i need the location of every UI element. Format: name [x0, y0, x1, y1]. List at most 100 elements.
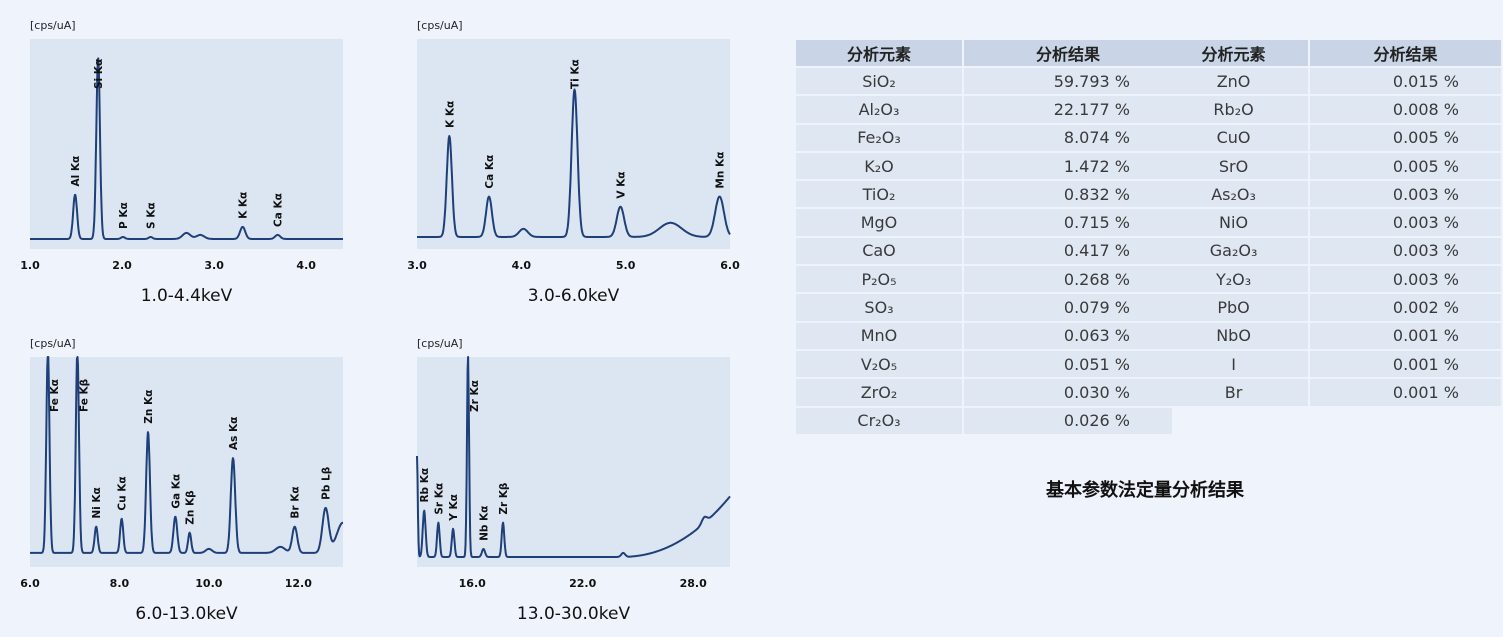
- peak-label: S Kα: [146, 202, 158, 229]
- x-tick-label: 8.0: [110, 577, 130, 590]
- peak-label: Ni Kα: [91, 487, 103, 518]
- y-unit-label: [cps/uA]: [417, 19, 463, 32]
- spectrum-panel-3: [cps/uA] Fe Kα Fe Kβ Ni Kα Cu Kα Zn Kα Ga Kα Zn…: [18, 330, 378, 630]
- peak-label: Cu Kα: [117, 476, 129, 510]
- peak-label: Br Kα: [290, 486, 302, 518]
- peak-label: Al Kα: [70, 156, 82, 187]
- header-result: 分析结果: [964, 40, 1172, 66]
- table-row: PbO 0.002 %: [1159, 294, 1501, 321]
- y-unit-label: [cps/uA]: [30, 337, 76, 350]
- result-cell: 0.001 %: [1310, 322, 1501, 349]
- element-cell: As₂O₃: [1159, 181, 1309, 208]
- peak-label: V Kα: [615, 172, 627, 199]
- element-cell: CuO: [1159, 124, 1309, 151]
- result-cell: 22.177 %: [964, 96, 1172, 123]
- x-tick-label: 16.0: [459, 577, 486, 590]
- y-unit-label: [cps/uA]: [417, 337, 463, 350]
- table-row: As₂O₃ 0.003 %: [1159, 181, 1501, 208]
- element-cell: CaO: [796, 237, 962, 265]
- results-caption: 基本参数法定量分析结果: [1046, 480, 1244, 501]
- plot-area: [30, 39, 343, 249]
- peak-label: Sr Kα: [433, 483, 445, 515]
- element-cell: Br: [1159, 379, 1309, 406]
- element-cell: MnO: [796, 322, 962, 349]
- x-tick-label: 6.0: [20, 577, 40, 590]
- result-cell: 0.003 %: [1310, 237, 1501, 265]
- peak-label: Zn Kβ: [185, 490, 197, 525]
- table-row: SrO 0.005 %: [1159, 152, 1501, 180]
- peak-label: K Kα: [444, 101, 456, 128]
- header-result: 分析结果: [1310, 40, 1501, 66]
- result-cell: 0.008 %: [1310, 96, 1501, 123]
- result-cell: 1.472 %: [964, 152, 1172, 180]
- peak-label: Zr Kα: [469, 380, 481, 412]
- x-tick-label: 4.0: [296, 259, 316, 272]
- result-cell: 59.793 %: [964, 68, 1172, 95]
- table-row: SO₃ 0.079 %: [796, 294, 1172, 321]
- element-cell: TiO₂: [796, 181, 962, 208]
- panel-title: 3.0-6.0keV: [528, 286, 620, 306]
- element-cell: K₂O: [796, 152, 962, 180]
- table-row: SiO₂ 59.793 %: [796, 68, 1172, 95]
- peak-label: Nb Kα: [478, 506, 490, 541]
- result-cell: 0.417 %: [964, 237, 1172, 265]
- element-cell: Al₂O₃: [796, 96, 962, 123]
- element-cell: SrO: [1159, 152, 1309, 180]
- table-row: Ga₂O₃ 0.003 %: [1159, 237, 1501, 265]
- element-cell: Y₂O₃: [1159, 266, 1309, 293]
- element-cell: ZrO₂: [796, 379, 962, 406]
- x-tick-label: 10.0: [195, 577, 222, 590]
- peak-label: Ca Kα: [273, 193, 285, 227]
- spectrum-chart: [cps/uA] Fe Kα Fe Kβ Ni Kα Cu Kα Zn Kα Ga Kα Zn…: [20, 337, 344, 624]
- result-cell: 0.015 %: [1310, 68, 1501, 95]
- result-cell: 8.074 %: [964, 124, 1172, 151]
- element-cell: Fe₂O₃: [796, 124, 962, 151]
- element-cell: SiO₂: [796, 68, 962, 95]
- result-cell: 0.003 %: [1310, 266, 1501, 293]
- peak-label: K Kα: [238, 192, 250, 219]
- peak-label: Ti Kα: [570, 59, 582, 89]
- element-cell: Rb₂O: [1159, 96, 1309, 123]
- spectrum-panel-4: [cps/uA] Rb Kα Sr Kα Y Kα Zr Kα Nb Kα Zr Kβ 16.…: [405, 330, 765, 630]
- element-cell: MgO: [796, 209, 962, 236]
- table-row: MnO 0.063 %: [796, 322, 1172, 349]
- x-tick-label: 3.0: [407, 259, 427, 272]
- peak-label: Fe Kα: [49, 379, 61, 412]
- spectrum-line: [416, 356, 731, 558]
- panel-title: 6.0-13.0keV: [135, 604, 238, 624]
- x-tick-label: 12.0: [285, 577, 312, 590]
- header-element: 分析元素: [796, 40, 962, 66]
- peak-label: Y Kα: [448, 494, 460, 522]
- header-element: 分析元素: [1159, 40, 1309, 66]
- table-row: I 0.001 %: [1159, 350, 1501, 378]
- table-row: Cr₂O₃ 0.026 %: [796, 407, 1172, 434]
- result-cell: 0.001 %: [1310, 379, 1501, 406]
- element-cell: P₂O₅: [796, 266, 962, 293]
- element-cell: I: [1159, 350, 1309, 378]
- result-cell: 0.030 %: [964, 379, 1172, 406]
- peak-label: Si Kα: [93, 59, 105, 89]
- element-cell: V₂O₅: [796, 350, 962, 378]
- spectrum-line: [29, 57, 344, 240]
- result-cell: 0.003 %: [1310, 209, 1501, 236]
- table-header-row: 分析元素 分析结果: [796, 40, 1172, 66]
- peak-label: Ca Kα: [484, 155, 496, 189]
- peak-label: Pb Lβ: [321, 466, 333, 500]
- table-row: MgO 0.715 %: [796, 209, 1172, 236]
- element-cell: Ga₂O₃: [1159, 237, 1309, 265]
- table-row: V₂O₅ 0.051 %: [796, 350, 1172, 378]
- x-tick-label: 2.0: [112, 259, 132, 272]
- peak-label: Zr Kβ: [498, 482, 510, 515]
- panel-title: 1.0-4.4keV: [141, 286, 233, 306]
- result-cell: 0.063 %: [964, 322, 1172, 349]
- x-tick-label: 28.0: [680, 577, 707, 590]
- peak-label: Rb Kα: [419, 468, 431, 503]
- result-cell: 0.715 %: [964, 209, 1172, 236]
- result-cell: 0.003 %: [1310, 181, 1501, 208]
- result-cell: 0.026 %: [964, 407, 1172, 434]
- table-row: Br 0.001 %: [1159, 379, 1501, 406]
- peak-label: Zn Kα: [143, 390, 155, 424]
- results-table-right: 分析元素 分析结果 ZnO 0.015 % Rb₂O 0.008 % CuO 0.005 …: [1157, 38, 1503, 408]
- peak-label: Mn Kα: [715, 152, 727, 189]
- result-cell: 0.832 %: [964, 181, 1172, 208]
